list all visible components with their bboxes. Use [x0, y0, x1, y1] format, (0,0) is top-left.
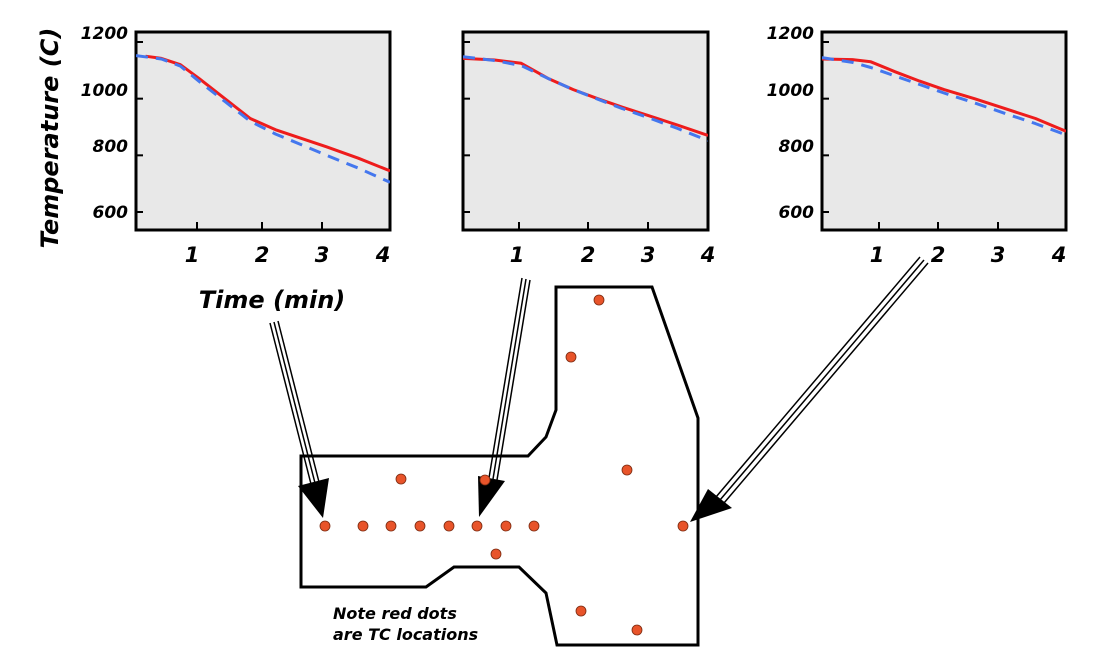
xtick-label: 4 — [1051, 243, 1067, 267]
tc-dot — [528, 520, 540, 532]
plot-area-2 — [461, 30, 710, 232]
tc-dot — [395, 473, 407, 485]
tc-dot — [500, 520, 512, 532]
ytick-label: 1000 — [767, 81, 814, 101]
tc-dot — [471, 520, 483, 532]
chart-panel-2 — [461, 30, 710, 232]
xtick-label: 2 — [931, 243, 946, 267]
tc-dot — [593, 294, 605, 306]
ytick-label: 800 — [779, 137, 815, 157]
ytick-label: 600 — [779, 203, 815, 223]
arrow-2 — [478, 277, 531, 517]
x-axis-title: Time (min) — [199, 286, 346, 314]
tc-dot — [575, 605, 587, 617]
xtick-label: 4 — [700, 243, 716, 267]
arrow-1 — [269, 320, 329, 518]
ytick-label: 1000 — [81, 81, 128, 101]
tc-dot — [414, 520, 426, 532]
chart-panel-1 — [134, 30, 392, 232]
xtick-label: 1 — [870, 243, 885, 267]
xtick-label: 1 — [510, 243, 525, 267]
solid-series-line — [145, 54, 390, 173]
tc-dot — [490, 548, 502, 560]
xtick-label: 2 — [255, 243, 270, 267]
tc-dots — [319, 294, 689, 636]
arrow-3 — [690, 256, 929, 522]
ytick-label: 800 — [93, 137, 129, 157]
ytick-label: 1200 — [767, 24, 814, 44]
note-line-2: are TC locations — [333, 625, 478, 644]
xtick-label: 3 — [641, 243, 656, 267]
xtick-label: 1 — [185, 243, 200, 267]
xtick-label: 3 — [315, 243, 330, 267]
dashed-series-line — [822, 56, 1066, 137]
xtick-label: 3 — [991, 243, 1006, 267]
dashed-series-line — [136, 54, 390, 184]
tc-dot — [479, 474, 491, 486]
tc-dot — [621, 464, 633, 476]
tc-dot — [357, 520, 369, 532]
tc-dot — [385, 520, 397, 532]
note-line-1: Note red dots — [333, 604, 457, 623]
ytick-label: 1200 — [81, 24, 128, 44]
y-axis-title: Temperature (C) — [36, 28, 64, 249]
tc-dot — [443, 520, 455, 532]
dashed-series-line — [463, 55, 708, 142]
tc-dot — [565, 351, 577, 363]
tc-dot — [631, 624, 643, 636]
arrows — [269, 256, 929, 522]
tc-dot — [319, 520, 331, 532]
xtick-label: 4 — [375, 243, 391, 267]
part-outline — [299, 285, 700, 647]
solid-series-line — [822, 57, 1066, 133]
tc-dot — [677, 520, 689, 532]
ytick-label: 600 — [93, 203, 129, 223]
xtick-label: 2 — [581, 243, 596, 267]
chart-panel-3 — [820, 30, 1068, 232]
